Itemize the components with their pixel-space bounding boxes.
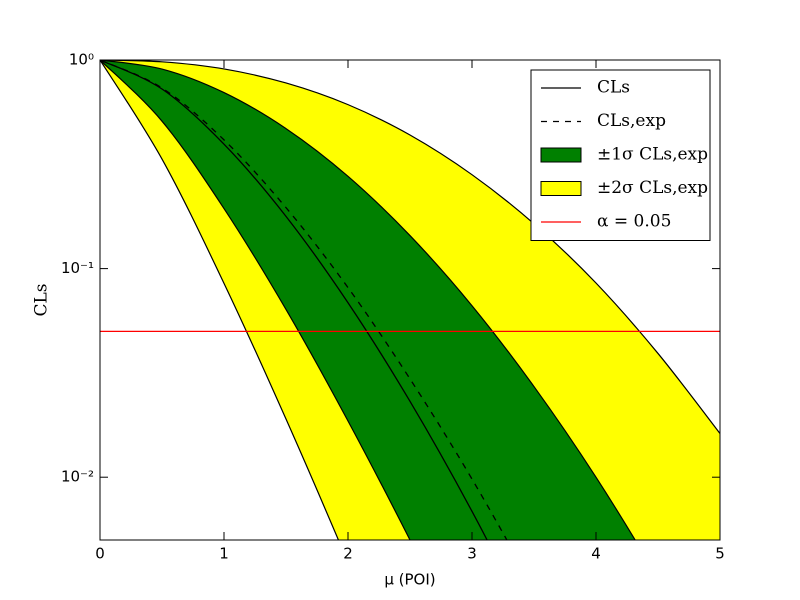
y-tick-label: 10⁻² (61, 468, 94, 486)
plot-area (100, 60, 720, 540)
cls-line (100, 60, 508, 540)
legend-label: α = 0.05 (597, 212, 671, 232)
legend: CLs CLs,exp ±1σ CLs,exp ±2σ CLs,exp α = 0.05 (530, 69, 711, 241)
cls-line (100, 60, 488, 540)
band (100, 60, 636, 540)
y-axis-label: CLs (32, 283, 52, 316)
band-edge (100, 60, 340, 540)
band-edge (100, 60, 411, 540)
legend-label: CLs,exp (597, 111, 666, 131)
y-tick-label: 10⁻¹ (61, 259, 94, 277)
x-tick-label: 5 (715, 545, 725, 563)
axes: 0 1 2 3 4 5 10⁰ 10⁻¹ 10⁻² (61, 51, 725, 563)
legend-label: ±1σ CLs,exp (597, 145, 708, 165)
x-tick-label: 3 (467, 545, 477, 563)
x-axis-label: μ (POI) (384, 571, 435, 589)
y-tick-label: 10⁰ (69, 51, 94, 69)
legend-swatch (540, 181, 582, 196)
legend-label: CLs (597, 78, 630, 98)
legend-label: ±2σ CLs,exp (597, 178, 708, 198)
x-tick-label: 0 (95, 545, 105, 563)
band-edge (100, 60, 720, 434)
x-tick-label: 4 (591, 545, 601, 563)
band-edge (100, 60, 636, 540)
legend-swatch (540, 147, 582, 163)
x-tick-label: 2 (343, 545, 353, 563)
axes-frame (99, 59, 721, 541)
x-tick-label: 1 (219, 545, 229, 563)
